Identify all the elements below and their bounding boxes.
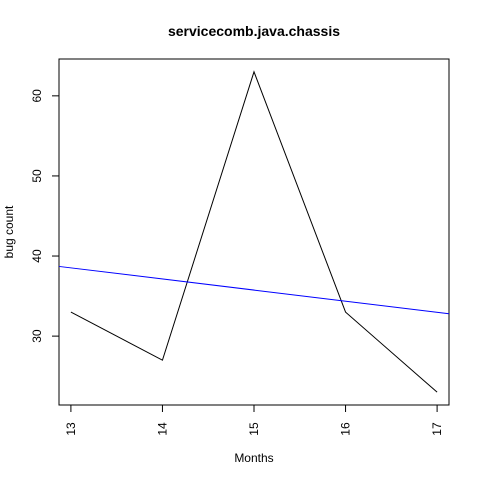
- y-tick-label: 60: [30, 89, 44, 103]
- y-axis: 30 40 50 60: [30, 89, 59, 343]
- x-axis: 13 14 15 16 17: [64, 405, 444, 436]
- trend-line: [58, 265, 450, 315]
- chart-title: servicecomb.java.chassis: [168, 23, 340, 39]
- x-tick-label: 14: [155, 422, 169, 436]
- y-tick-label: 30: [30, 329, 44, 343]
- x-axis-label: Months: [234, 451, 273, 465]
- series-layer: [58, 70, 450, 393]
- x-tick-label: 15: [247, 422, 261, 436]
- y-tick-label: 50: [30, 169, 44, 183]
- y-axis-label: bug count: [2, 205, 16, 258]
- series-line: [70, 70, 438, 393]
- x-tick-label: 13: [64, 422, 78, 436]
- x-tick-label: 17: [430, 422, 444, 436]
- x-tick-label: 16: [339, 422, 353, 436]
- y-tick-label: 40: [30, 249, 44, 263]
